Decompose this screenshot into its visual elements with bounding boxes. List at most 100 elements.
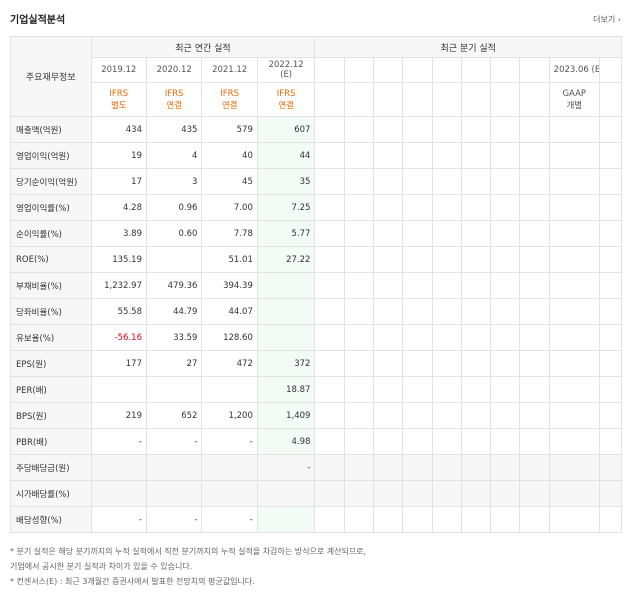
quarter-cell [372, 116, 404, 143]
row-label: PBR(배) [10, 428, 92, 455]
quarter-cell [402, 168, 433, 195]
quarter-cell [519, 142, 550, 169]
value-cell: 44.79 [145, 298, 203, 325]
quarter-cell [519, 116, 550, 143]
quarter-cell [460, 428, 492, 455]
standard-cell: IFRS 연결 [201, 82, 258, 117]
quarter-cell [314, 220, 345, 247]
quarter-cell [372, 298, 404, 325]
quarter-cell [402, 194, 433, 221]
row-label: EPS(원) [10, 350, 92, 377]
quarter-cell [519, 220, 550, 247]
table-row: BPS(원) 219 652 1,200 1,409 [10, 402, 623, 429]
quarter-cell [314, 116, 345, 143]
quarter-cell [314, 480, 345, 507]
quarter-cell [431, 220, 462, 247]
quarter-cell [314, 428, 345, 455]
quarter-cell [343, 194, 374, 221]
quarter-cell [402, 298, 433, 325]
table-row: 당좌비율(%) 55.58 44.79 44.07 [10, 298, 623, 325]
quarter-cell [460, 324, 492, 351]
quarter-cell [314, 272, 345, 299]
quarter-cell [490, 376, 521, 403]
quarter-cell [519, 194, 550, 221]
quarter-cell [548, 168, 600, 195]
quarter-cell [372, 272, 404, 299]
value-cell [256, 480, 316, 507]
value-cell: 44.07 [201, 298, 258, 325]
quarter-cell [431, 246, 462, 273]
quarter-cell [372, 506, 404, 533]
quarter-cell [431, 142, 462, 169]
quarter-cell [548, 480, 600, 507]
quarter-cell [314, 298, 345, 325]
value-cell: - [145, 506, 203, 533]
quarter-cell [598, 142, 623, 169]
value-cell [145, 246, 203, 273]
quarter-cell [490, 298, 521, 325]
quarter-cell [431, 480, 462, 507]
quarter-cell [402, 506, 433, 533]
value-cell: 472 [201, 350, 258, 377]
quarter-cell [431, 454, 462, 481]
quarter-cell [548, 220, 600, 247]
value-cell: 4.98 [256, 428, 316, 455]
value-cell: 7.00 [201, 194, 258, 221]
quarter-cell [490, 350, 521, 377]
quarter-cell [431, 402, 462, 429]
table-row: 시가배당률(%) [10, 480, 623, 507]
table-row: 순이익률(%) 3.89 0.60 7.78 5.77 [10, 220, 623, 247]
value-cell [145, 376, 203, 403]
row-label: 영업이익(억원) [10, 142, 92, 169]
quarter-cell [598, 194, 623, 221]
value-cell: 1,232.97 [90, 272, 147, 299]
quarter-cell [343, 480, 374, 507]
value-cell [201, 454, 258, 481]
quarter-cell [431, 506, 462, 533]
value-cell: 607 [256, 116, 316, 143]
quarter-cell [460, 480, 492, 507]
quarter-cell [548, 272, 600, 299]
row-label: 시가배당률(%) [10, 480, 92, 507]
quarter-cell [598, 350, 623, 377]
value-cell: - [90, 506, 147, 533]
quarter-cell [431, 428, 462, 455]
table-row: PER(배) 18.87 [10, 376, 623, 403]
table-row: 영업이익률(%) 4.28 0.96 7.00 7.25 [10, 194, 623, 221]
quarter-cell [314, 324, 345, 351]
quarter-cell [519, 168, 550, 195]
quarter-cell [598, 272, 623, 299]
value-cell: 27 [145, 350, 203, 377]
quarter-cell [431, 350, 462, 377]
quarter-cell [598, 506, 623, 533]
value-cell: 27.22 [256, 246, 316, 273]
quarter-cell [460, 506, 492, 533]
more-link[interactable]: 더보기 › [593, 15, 621, 24]
value-cell: 479.36 [145, 272, 203, 299]
quarter-cell [598, 376, 623, 403]
quarter-cell [431, 272, 462, 299]
standard-cell: IFRS 연결 [145, 82, 203, 117]
quarter-cell [519, 272, 550, 299]
quarter-cell [490, 428, 521, 455]
quarter-cell [490, 480, 521, 507]
quarter-cell [460, 194, 492, 221]
quarter-cell [460, 246, 492, 273]
table-row: 매출액(억원) 434 435 579 607 [10, 116, 623, 143]
value-cell: 1,200 [201, 402, 258, 429]
quarter-cell [431, 324, 462, 351]
value-cell: 18.87 [256, 376, 316, 403]
quarter-cell [343, 350, 374, 377]
quarter-cell [460, 220, 492, 247]
table-row: 부채비율(%) 1,232.97 479.36 394.39 [10, 272, 623, 299]
quarter-cell [490, 168, 521, 195]
quarter-cell [548, 142, 600, 169]
quarter-cell [598, 402, 623, 429]
annual-period: 2019.12 [90, 57, 147, 83]
quarter-cell [343, 142, 374, 169]
row-header-label: 주요재무정보 [10, 36, 92, 117]
value-cell [90, 376, 147, 403]
quarter-cell [598, 298, 623, 325]
table-row: ROE(%) 135.19 51.01 27.22 [10, 246, 623, 273]
value-cell: 435 [145, 116, 203, 143]
